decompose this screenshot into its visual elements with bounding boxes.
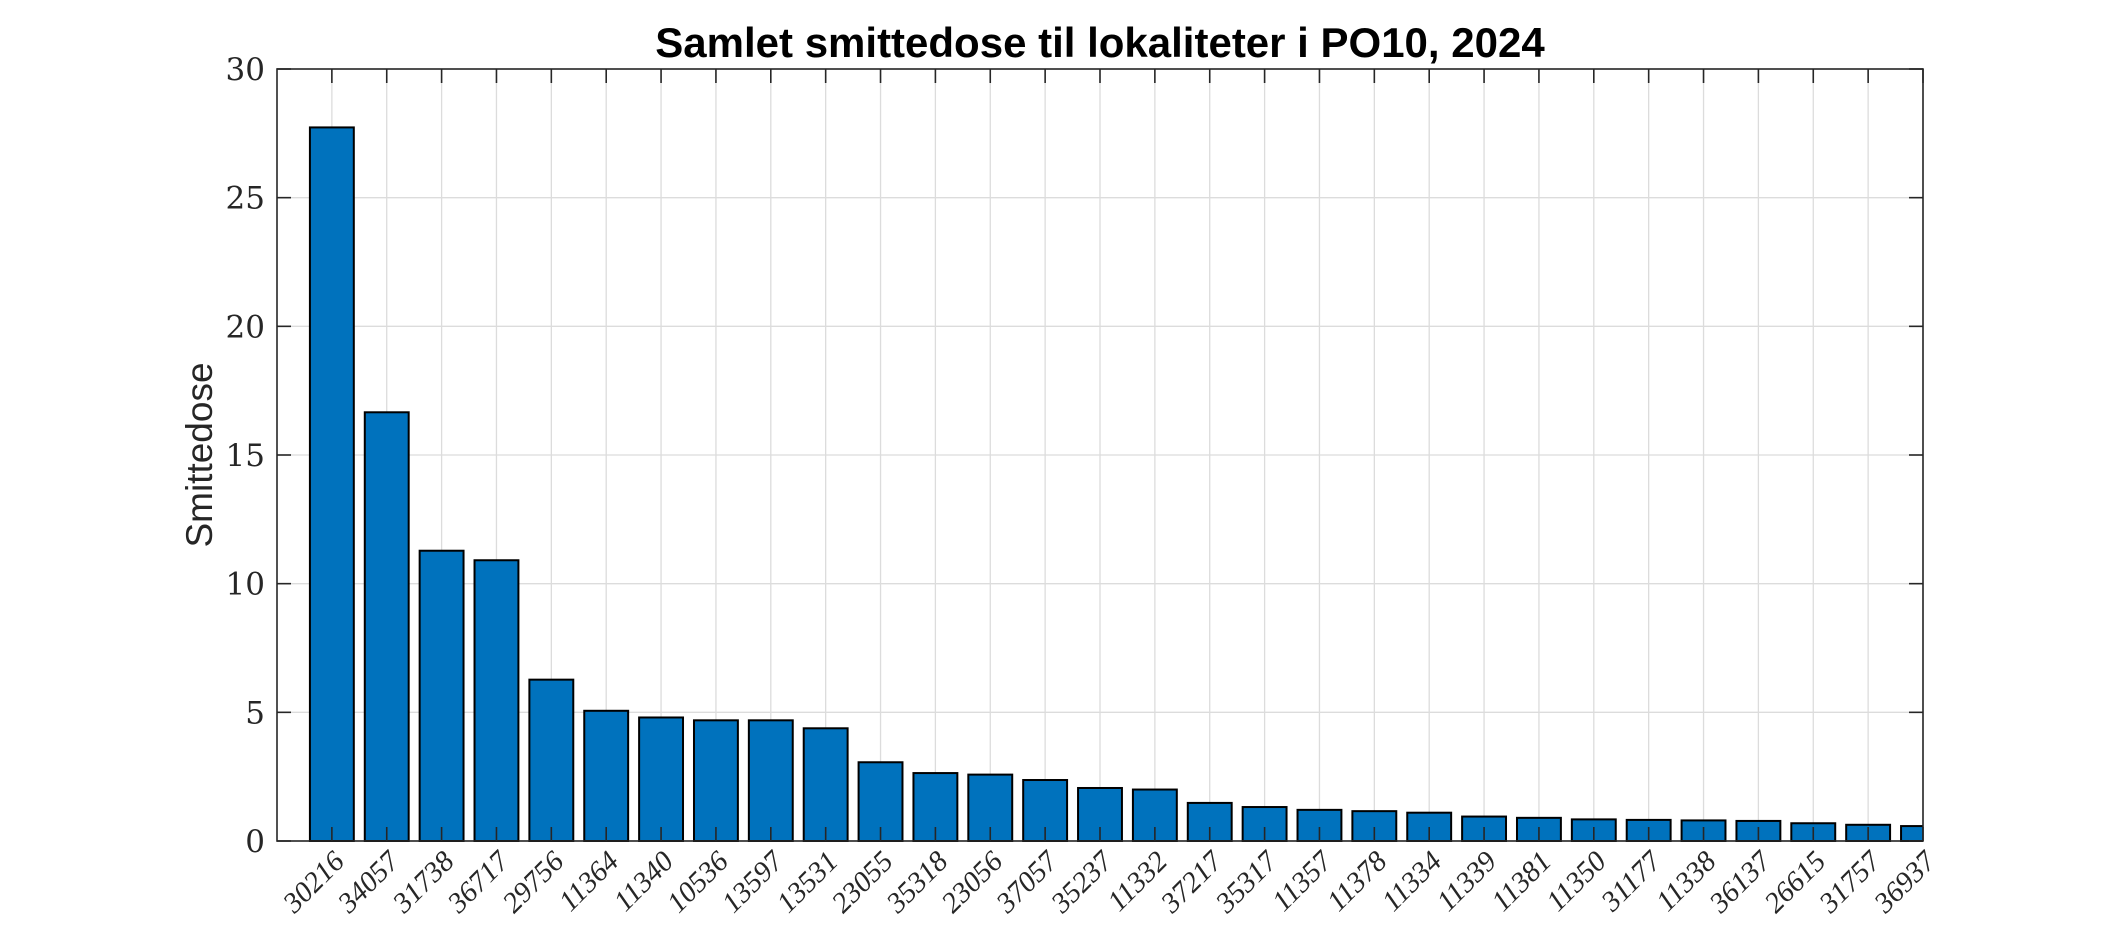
bar-29756 [528,678,575,842]
x-tick-label: 13597 [716,844,791,919]
grid [277,68,1924,842]
x-tick-label: 37217 [1154,844,1230,920]
x-tick-label: 11334 [1376,845,1448,917]
x-tick-label: 34057 [331,844,407,920]
bar-34057 [363,411,410,842]
x-tick-label: 11338 [1650,845,1723,918]
x-tick-label: 31757 [1812,844,1888,920]
axes [276,68,1924,842]
bar-11364 [583,709,630,842]
x-tick-label: 11332 [1101,845,1173,917]
bar-36717 [473,559,520,842]
x-tick-label: 23055 [826,845,900,919]
x-tick-label: 11381 [1486,845,1558,917]
x-tick-label: 11364 [553,845,625,917]
y-tick-label: 15 [226,438,265,474]
bar-30216 [308,126,355,842]
x-tick-label: 11378 [1321,845,1394,918]
bars [308,126,1923,843]
y-tick-label: 0 [245,824,265,860]
x-tick-label: 10536 [661,845,735,919]
x-tick-label: 31738 [386,845,461,920]
y-tick-label: 30 [226,52,265,88]
x-tick-label: 36137 [1703,844,1779,920]
y-axis-label: Smittedose [179,362,220,547]
x-tick-label: 11340 [608,845,681,918]
y-tick-label: 25 [226,181,265,217]
x-tick-labels: 3021634057317383671729756113641134010536… [276,844,1943,920]
x-tick-label: 35318 [880,845,955,920]
x-tick-label: 23056 [935,845,1009,919]
x-tick-label: 11357 [1266,844,1339,917]
x-tick-label: 30216 [276,845,351,920]
y-tick-label: 5 [245,695,265,731]
y-tick-label: 10 [226,567,265,603]
chart-title: Samlet smittedose til lokaliteter i PO10… [655,19,1545,66]
y-tick-labels: 0 5 10 15 20 25 30 [226,52,265,860]
bar-13597 [747,719,794,842]
x-tick-label: 35237 [1044,844,1120,920]
x-tick-label: 36937 [1867,844,1943,920]
bar-11340 [638,716,685,842]
x-tick-label: 11350 [1540,845,1613,918]
x-tick-label: 31177 [1595,844,1669,918]
bar-36937 [1900,825,1923,842]
bar-13531 [802,727,849,843]
bar-10536 [692,719,739,842]
x-tick-label: 36717 [441,844,517,920]
x-tick-label: 35317 [1209,844,1285,920]
x-tick-label: 13531 [771,845,845,919]
y-tick-label: 20 [226,309,265,345]
bar-31738 [418,549,465,843]
x-tick-label: 11339 [1431,845,1504,918]
x-tick-label: 26615 [1758,845,1832,919]
x-tick-label: 29756 [496,845,570,919]
x-tick-label: 37057 [989,844,1065,920]
